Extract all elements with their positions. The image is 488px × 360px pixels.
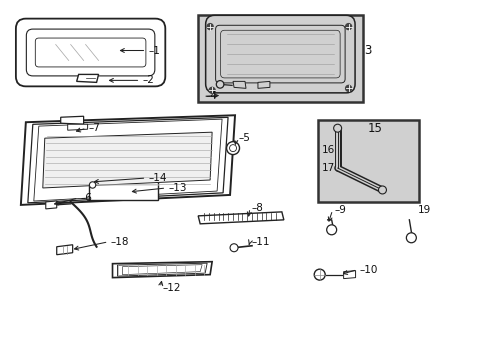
Polygon shape <box>46 201 57 209</box>
Text: –1: –1 <box>148 45 160 55</box>
Text: –18: –18 <box>110 237 129 247</box>
Polygon shape <box>67 124 87 130</box>
Text: –4: –4 <box>205 91 217 101</box>
FancyBboxPatch shape <box>26 29 155 76</box>
Polygon shape <box>34 119 222 201</box>
FancyBboxPatch shape <box>16 19 165 86</box>
Text: 16: 16 <box>321 145 334 155</box>
Text: –5: –5 <box>238 133 249 143</box>
Polygon shape <box>122 265 202 275</box>
Polygon shape <box>61 116 83 124</box>
Polygon shape <box>77 75 99 82</box>
Circle shape <box>207 24 213 30</box>
Circle shape <box>89 182 96 188</box>
Text: –2: –2 <box>142 75 154 85</box>
Circle shape <box>226 141 239 154</box>
Circle shape <box>209 87 215 93</box>
Circle shape <box>314 269 325 280</box>
Text: –8: –8 <box>251 203 264 213</box>
Text: –10: –10 <box>359 265 377 275</box>
Bar <box>317 120 419 202</box>
Circle shape <box>333 124 341 132</box>
Polygon shape <box>343 271 355 279</box>
Circle shape <box>326 225 336 235</box>
Circle shape <box>345 24 351 30</box>
Text: 17: 17 <box>321 163 334 173</box>
Text: –9: –9 <box>334 205 346 215</box>
Bar <box>198 15 362 102</box>
Text: –7: –7 <box>88 123 100 133</box>
Circle shape <box>406 233 415 243</box>
Text: –13: –13 <box>168 183 186 193</box>
Circle shape <box>229 145 236 152</box>
Polygon shape <box>198 212 283 224</box>
Polygon shape <box>21 115 235 205</box>
Circle shape <box>345 85 351 91</box>
FancyBboxPatch shape <box>35 38 145 67</box>
Polygon shape <box>57 245 73 255</box>
Text: –14: –14 <box>148 173 166 183</box>
Polygon shape <box>112 262 212 278</box>
Circle shape <box>216 81 224 88</box>
Bar <box>88 172 158 200</box>
Polygon shape <box>258 81 269 88</box>
Text: 19: 19 <box>416 205 430 215</box>
FancyBboxPatch shape <box>205 15 354 93</box>
Polygon shape <box>28 117 227 203</box>
Polygon shape <box>117 263 207 276</box>
Text: 3: 3 <box>364 44 371 57</box>
FancyBboxPatch shape <box>215 25 345 83</box>
Polygon shape <box>42 132 212 188</box>
Text: –11: –11 <box>251 237 270 247</box>
Text: 15: 15 <box>367 122 382 135</box>
Circle shape <box>378 186 386 194</box>
Circle shape <box>229 244 238 252</box>
Text: –6: –6 <box>81 193 92 203</box>
Text: –12: –12 <box>162 283 181 293</box>
Polygon shape <box>233 81 245 88</box>
FancyBboxPatch shape <box>220 30 340 78</box>
